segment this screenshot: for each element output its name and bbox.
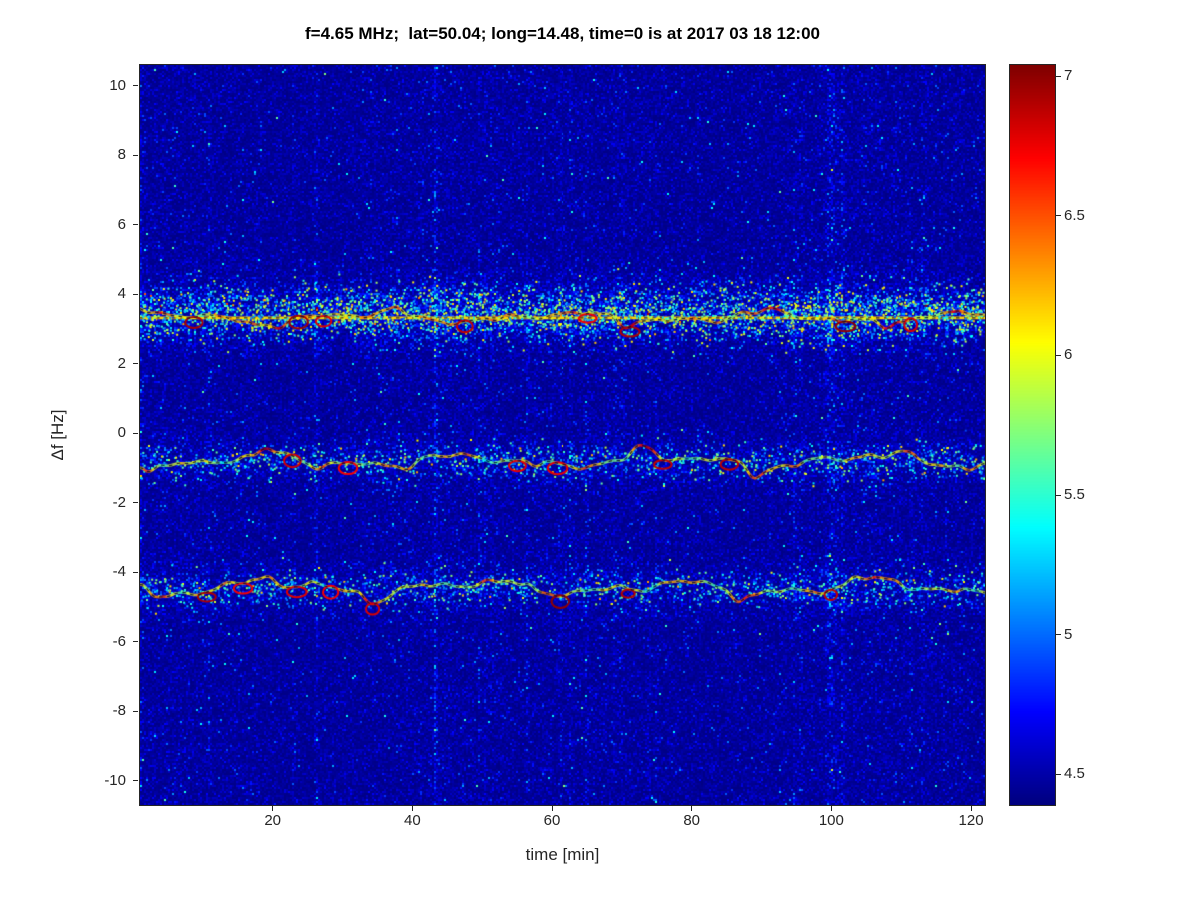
y-tick-label: 6	[117, 215, 126, 233]
colorbar-tick-mark	[1056, 354, 1061, 356]
y-tick-label: -4	[112, 563, 126, 581]
y-tick-mark	[133, 363, 138, 365]
plot-area	[139, 64, 986, 806]
x-tick-mark	[411, 806, 413, 811]
y-tick-mark	[133, 154, 138, 156]
colorbar-tick-mark	[1056, 773, 1061, 775]
colorbar-tick-mark	[1056, 634, 1061, 636]
x-tick-mark	[551, 806, 553, 811]
y-tick-mark	[133, 432, 138, 434]
chart-title: f=4.65 MHz; lat=50.04; long=14.48, time=…	[304, 24, 820, 43]
x-tick-label: 80	[683, 812, 701, 829]
colorbar-tick-label: 6	[1064, 346, 1073, 364]
colorbar-tick-label: 4.5	[1064, 765, 1085, 783]
x-tick-mark	[830, 806, 832, 811]
colorbar-tick-label: 6.5	[1064, 206, 1085, 224]
colorbar-tick-label: 5.5	[1064, 486, 1085, 504]
colorbar-tick-mark	[1056, 494, 1061, 496]
y-tick-mark	[133, 293, 138, 295]
colorbar-tick-label: 7	[1064, 67, 1073, 85]
x-tick-label: 120	[958, 812, 984, 829]
y-tick-mark	[133, 780, 138, 782]
y-tick-label: -8	[112, 702, 126, 720]
y-tick-mark	[133, 571, 138, 573]
x-tick-label: 40	[404, 812, 421, 829]
x-axis-label: time [min]	[525, 845, 600, 864]
y-tick-label: 10	[109, 76, 126, 94]
y-tick-label: -2	[112, 493, 126, 511]
colorbar-canvas	[1010, 65, 1055, 805]
colorbar-tick-mark	[1056, 215, 1061, 217]
colorbar-tick-mark	[1056, 75, 1061, 77]
x-tick-label: 100	[818, 812, 844, 829]
y-tick-label: 2	[117, 354, 126, 372]
colorbar-tick-label: 5	[1064, 625, 1073, 643]
y-tick-mark	[133, 85, 138, 87]
y-tick-mark	[133, 641, 138, 643]
colorbar	[1009, 64, 1056, 806]
heatmap-canvas	[140, 65, 985, 805]
y-tick-label: -6	[112, 632, 126, 650]
x-tick-mark	[691, 806, 693, 811]
y-tick-label: 8	[117, 146, 126, 164]
x-tick-label: 20	[264, 812, 282, 829]
y-tick-label: 4	[117, 285, 126, 303]
y-tick-mark	[133, 502, 138, 504]
y-tick-mark	[133, 710, 138, 712]
y-tick-mark	[133, 224, 138, 226]
x-tick-mark	[970, 806, 972, 811]
y-tick-label: 0	[117, 424, 126, 442]
x-tick-label: 60	[543, 812, 561, 829]
y-axis-label: Δf [Hz]	[48, 409, 67, 461]
y-tick-label: -10	[104, 771, 126, 789]
x-tick-mark	[272, 806, 274, 811]
